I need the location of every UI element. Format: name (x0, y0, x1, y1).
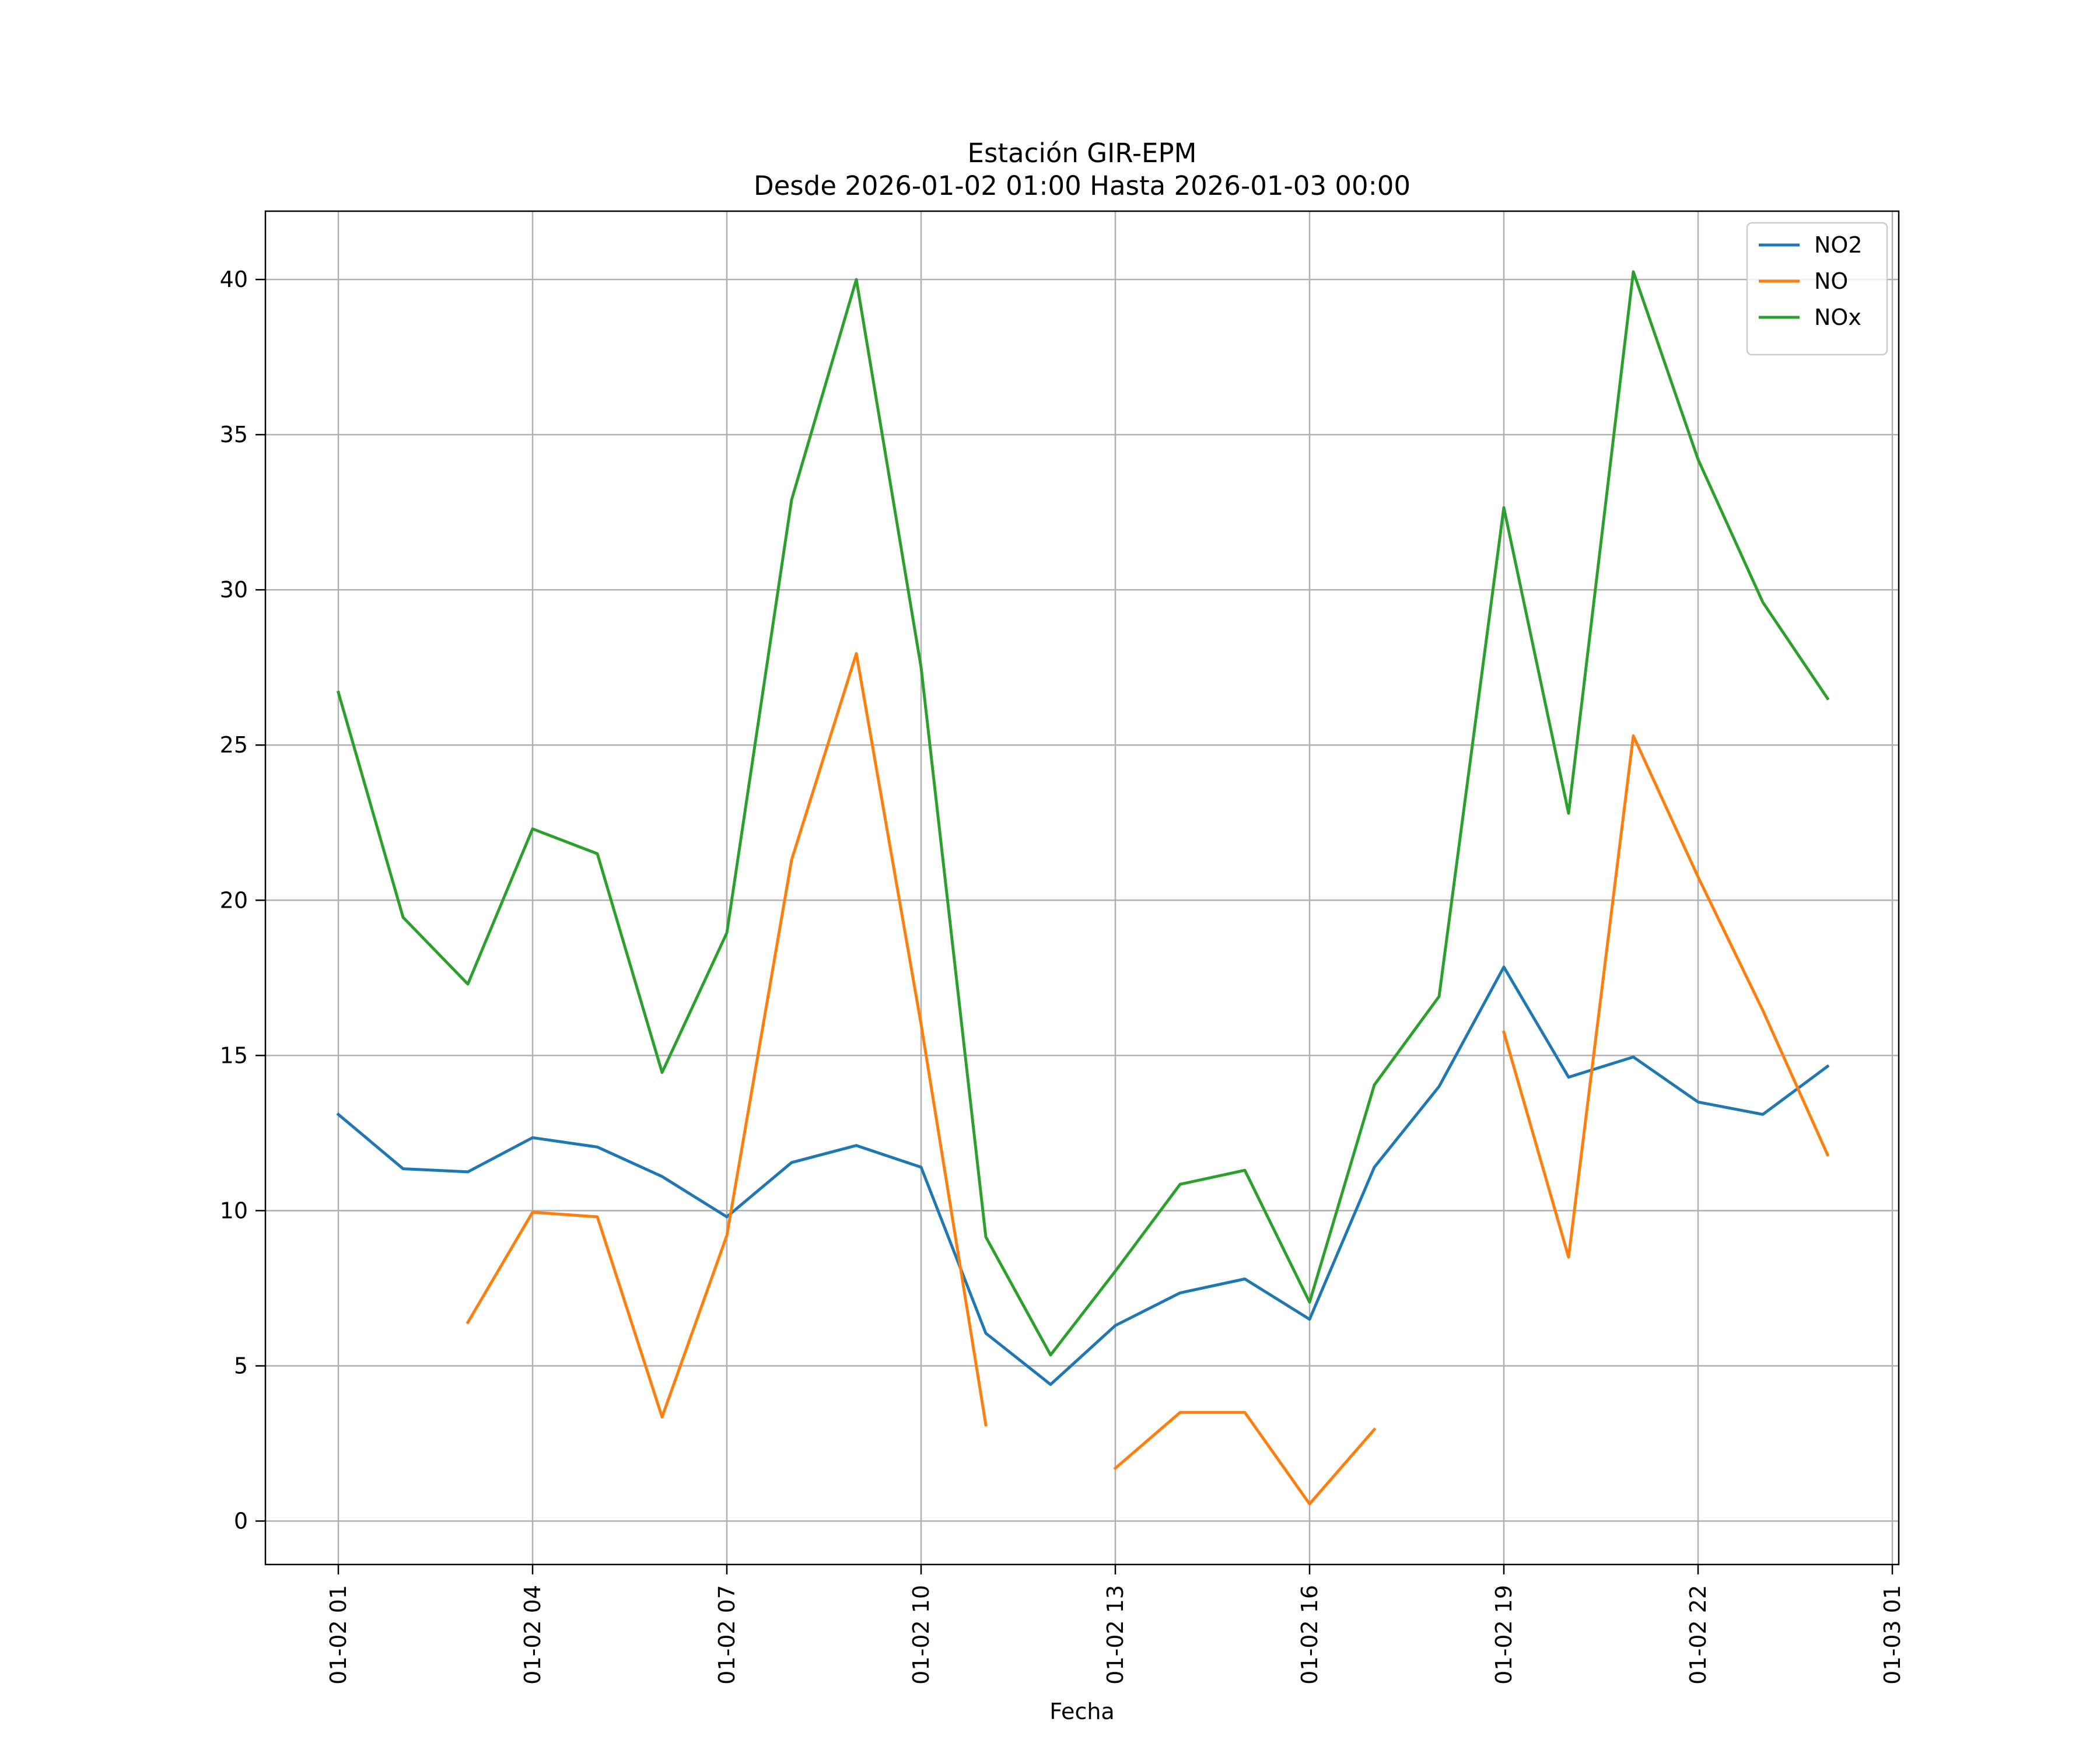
y-tick-label: 40 (220, 267, 248, 292)
y-tick-label: 20 (220, 887, 248, 913)
series-line-nox (336, 270, 1830, 1357)
x-tick-label: 01-02 04 (520, 1585, 545, 1685)
x-tick-label: 01-02 07 (714, 1585, 740, 1685)
x-tick-label: 01-02 13 (1102, 1585, 1128, 1685)
series-line-no2 (336, 965, 1830, 1386)
legend: NO2 NO NOx (1746, 222, 1888, 356)
chart-title: Estación GIR-EPM (968, 138, 1197, 169)
legend-label: NO (1814, 268, 1848, 294)
y-tick-label: 25 (220, 732, 248, 758)
x-tick-label: 01-02 01 (326, 1585, 351, 1685)
y-tick-label: 10 (220, 1198, 248, 1223)
y-tick-label: 5 (234, 1353, 248, 1378)
legend-label: NOx (1814, 304, 1861, 330)
x-tick-label: 01-02 19 (1491, 1585, 1517, 1685)
y-tick-label: 0 (234, 1508, 248, 1534)
x-tick-label: 01-02 22 (1685, 1585, 1711, 1685)
y-tick-label: 35 (220, 422, 248, 447)
plot-frame (264, 210, 1900, 1566)
legend-label: NO2 (1814, 232, 1863, 258)
y-tick-label: 15 (220, 1042, 248, 1068)
x-tick-label: 01-02 16 (1297, 1585, 1322, 1685)
x-tick-label: 01-02 10 (908, 1585, 934, 1685)
series-line-no (466, 652, 1830, 1506)
y-tick-label: 30 (220, 577, 248, 603)
series-lines (336, 270, 1830, 1506)
chart-subtitle: Desde 2026-01-02 01:00 Hasta 2026-01-03 … (754, 170, 1410, 201)
grid-lines (265, 211, 1899, 1564)
legend-box (1746, 222, 1888, 356)
x-tick-label: 01-03 01 (1880, 1585, 1905, 1685)
x-axis-label: Fecha (1049, 1699, 1114, 1724)
axis-ticks: 01-02 01 01-02 04 01-02 07 01-02 10 01-02 13… (220, 267, 1905, 1685)
